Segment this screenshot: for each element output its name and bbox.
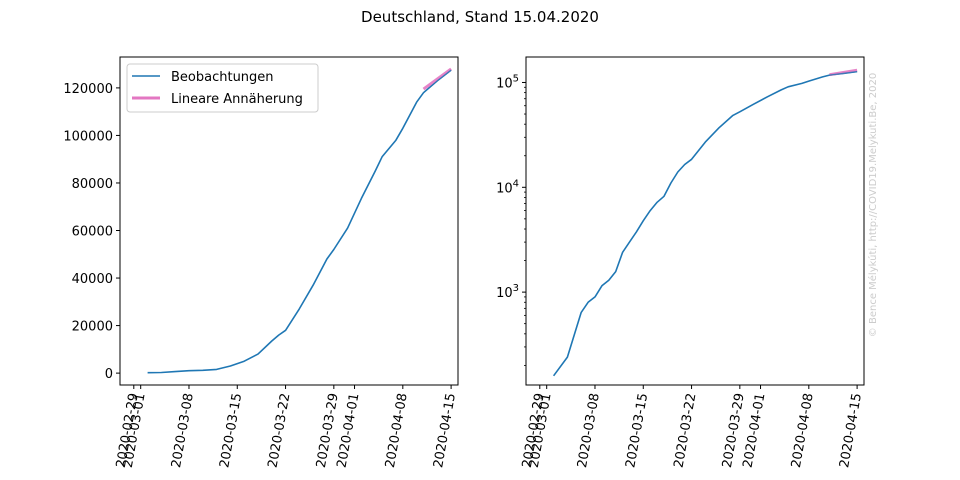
x-tick-label: 2020-04-15 xyxy=(837,392,865,469)
copyright-credit: © Bence Mélykúti, http://COVID19.Melykut… xyxy=(867,73,879,337)
y-tick-label: 0 xyxy=(105,367,113,382)
x-tick-label: 2020-03-08 xyxy=(169,392,197,469)
y-tick-label: 103 xyxy=(496,283,519,301)
observation-series-line xyxy=(147,69,452,374)
x-tick-label: 2020-04-08 xyxy=(383,392,411,469)
y-tick-label: 20000 xyxy=(72,320,113,335)
x-tick-label: 2020-04-08 xyxy=(789,392,817,469)
plot-frame xyxy=(525,56,865,386)
x-tick-label: 2020-03-08 xyxy=(575,392,603,469)
figure-title: Deutschland, Stand 15.04.2020 xyxy=(361,8,599,26)
fit-series-line xyxy=(422,67,452,91)
observation-series-line xyxy=(552,70,858,377)
legend-box xyxy=(126,63,319,113)
plot-frame xyxy=(119,56,459,386)
legend-entry-label: Lineare Annäherung xyxy=(171,92,303,107)
y-tick-label: 100000 xyxy=(63,129,113,144)
x-tick-label: 2020-03-15 xyxy=(623,392,651,469)
x-tick-label: 2020-04-15 xyxy=(431,392,459,469)
x-tick-label: 2020-03-22 xyxy=(672,392,700,469)
legend-entry-label: Beobachtungen xyxy=(171,70,274,85)
y-tick-label: 104 xyxy=(496,178,519,196)
x-tick-label: 2020-03-15 xyxy=(217,392,245,469)
y-tick-label: 80000 xyxy=(72,177,113,192)
y-tick-label: 105 xyxy=(496,73,519,91)
y-tick-label: 40000 xyxy=(72,272,113,287)
legend: Beobachtungen Lineare Annäherung xyxy=(126,63,319,113)
observation-overlap-line xyxy=(423,69,452,94)
y-tick-label: 120000 xyxy=(63,82,113,97)
y-tick-label: 60000 xyxy=(72,225,113,240)
x-tick-label: 2020-03-22 xyxy=(266,392,294,469)
observation-overlap-line xyxy=(829,71,858,76)
